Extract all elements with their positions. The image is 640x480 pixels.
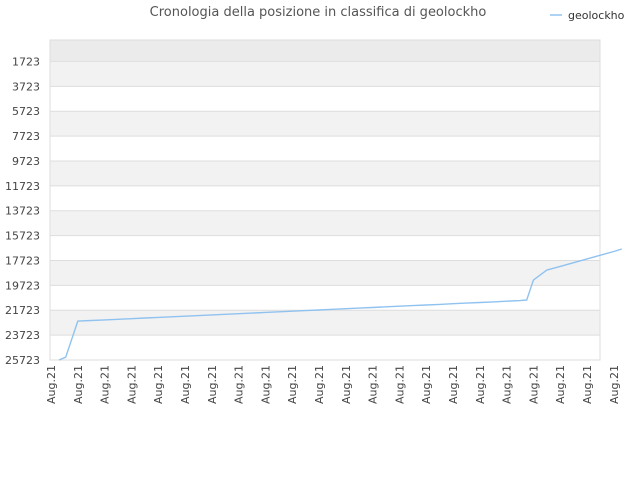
- y-tick-label: 15723: [5, 230, 40, 243]
- x-tick-label: Aug.21: [99, 365, 112, 404]
- x-tick-label: Aug.21: [313, 365, 326, 404]
- grid-band: [50, 160, 600, 186]
- grid-bands: [50, 40, 600, 336]
- y-tick-label: 3723: [12, 80, 40, 93]
- x-tick-label: Aug.21: [608, 365, 621, 404]
- y-tick-label: 17723: [5, 254, 40, 267]
- x-tick-label: Aug.21: [233, 365, 246, 404]
- x-tick-label: Aug.21: [527, 365, 540, 404]
- grid-band: [50, 61, 600, 87]
- y-tick-label: 7723: [12, 130, 40, 143]
- plot-frame: [49, 39, 601, 361]
- x-tick-label: Aug.21: [72, 365, 85, 404]
- x-tick-label: Aug.21: [259, 365, 272, 404]
- x-tick-label: Aug.21: [420, 365, 433, 404]
- x-tick-label: Aug.21: [340, 365, 353, 404]
- x-tick-label: Aug.21: [367, 365, 380, 404]
- x-tick-label: Aug.21: [286, 365, 299, 404]
- grid-band: [50, 40, 600, 62]
- x-tick-label: Aug.21: [474, 365, 487, 404]
- x-tick-label: Aug.21: [447, 365, 460, 404]
- x-tick-label: Aug.21: [152, 365, 165, 404]
- y-tick-label: 23723: [5, 329, 40, 342]
- series-line-geolockho: [58, 248, 623, 361]
- y-tick-label: 25723: [5, 354, 40, 367]
- y-tick-label: 11723: [5, 180, 40, 193]
- x-tick-label: Aug.21: [45, 365, 58, 404]
- grid-band: [50, 260, 600, 286]
- x-tick-label: Aug.21: [393, 365, 406, 404]
- x-tick-label: Aug.21: [501, 365, 514, 404]
- y-tick-label: 9723: [12, 155, 40, 168]
- grid-band: [50, 210, 600, 236]
- x-axis-ticks: Aug.21 Aug.21 Aug.21 Aug.21 Aug.21 Aug.21 Aug.…: [45, 365, 621, 404]
- x-tick-label: Aug.21: [125, 365, 138, 404]
- legend-label-geolockho: geolockho: [568, 9, 625, 22]
- series-layer: [58, 248, 623, 361]
- grid-band: [50, 111, 600, 137]
- y-tick-label: 19723: [5, 279, 40, 292]
- y-tick-label: 21723: [5, 304, 40, 317]
- chart-title: Cronologia della posizione in classifica…: [150, 5, 487, 20]
- legend: geolockho: [550, 9, 625, 22]
- grid-band: [50, 310, 600, 336]
- y-tick-label: 1723: [12, 55, 40, 68]
- y-tick-label: 5723: [12, 105, 40, 118]
- y-tick-label: 13723: [5, 205, 40, 218]
- y-axis-ticks: 1723 3723 5723 7723 9723 11723 13723 15723 17723…: [5, 55, 40, 367]
- x-tick-label: Aug.21: [581, 365, 594, 404]
- x-tick-label: Aug.21: [206, 365, 219, 404]
- x-tick-label: Aug.21: [179, 365, 192, 404]
- x-tick-label: Aug.21: [554, 365, 567, 404]
